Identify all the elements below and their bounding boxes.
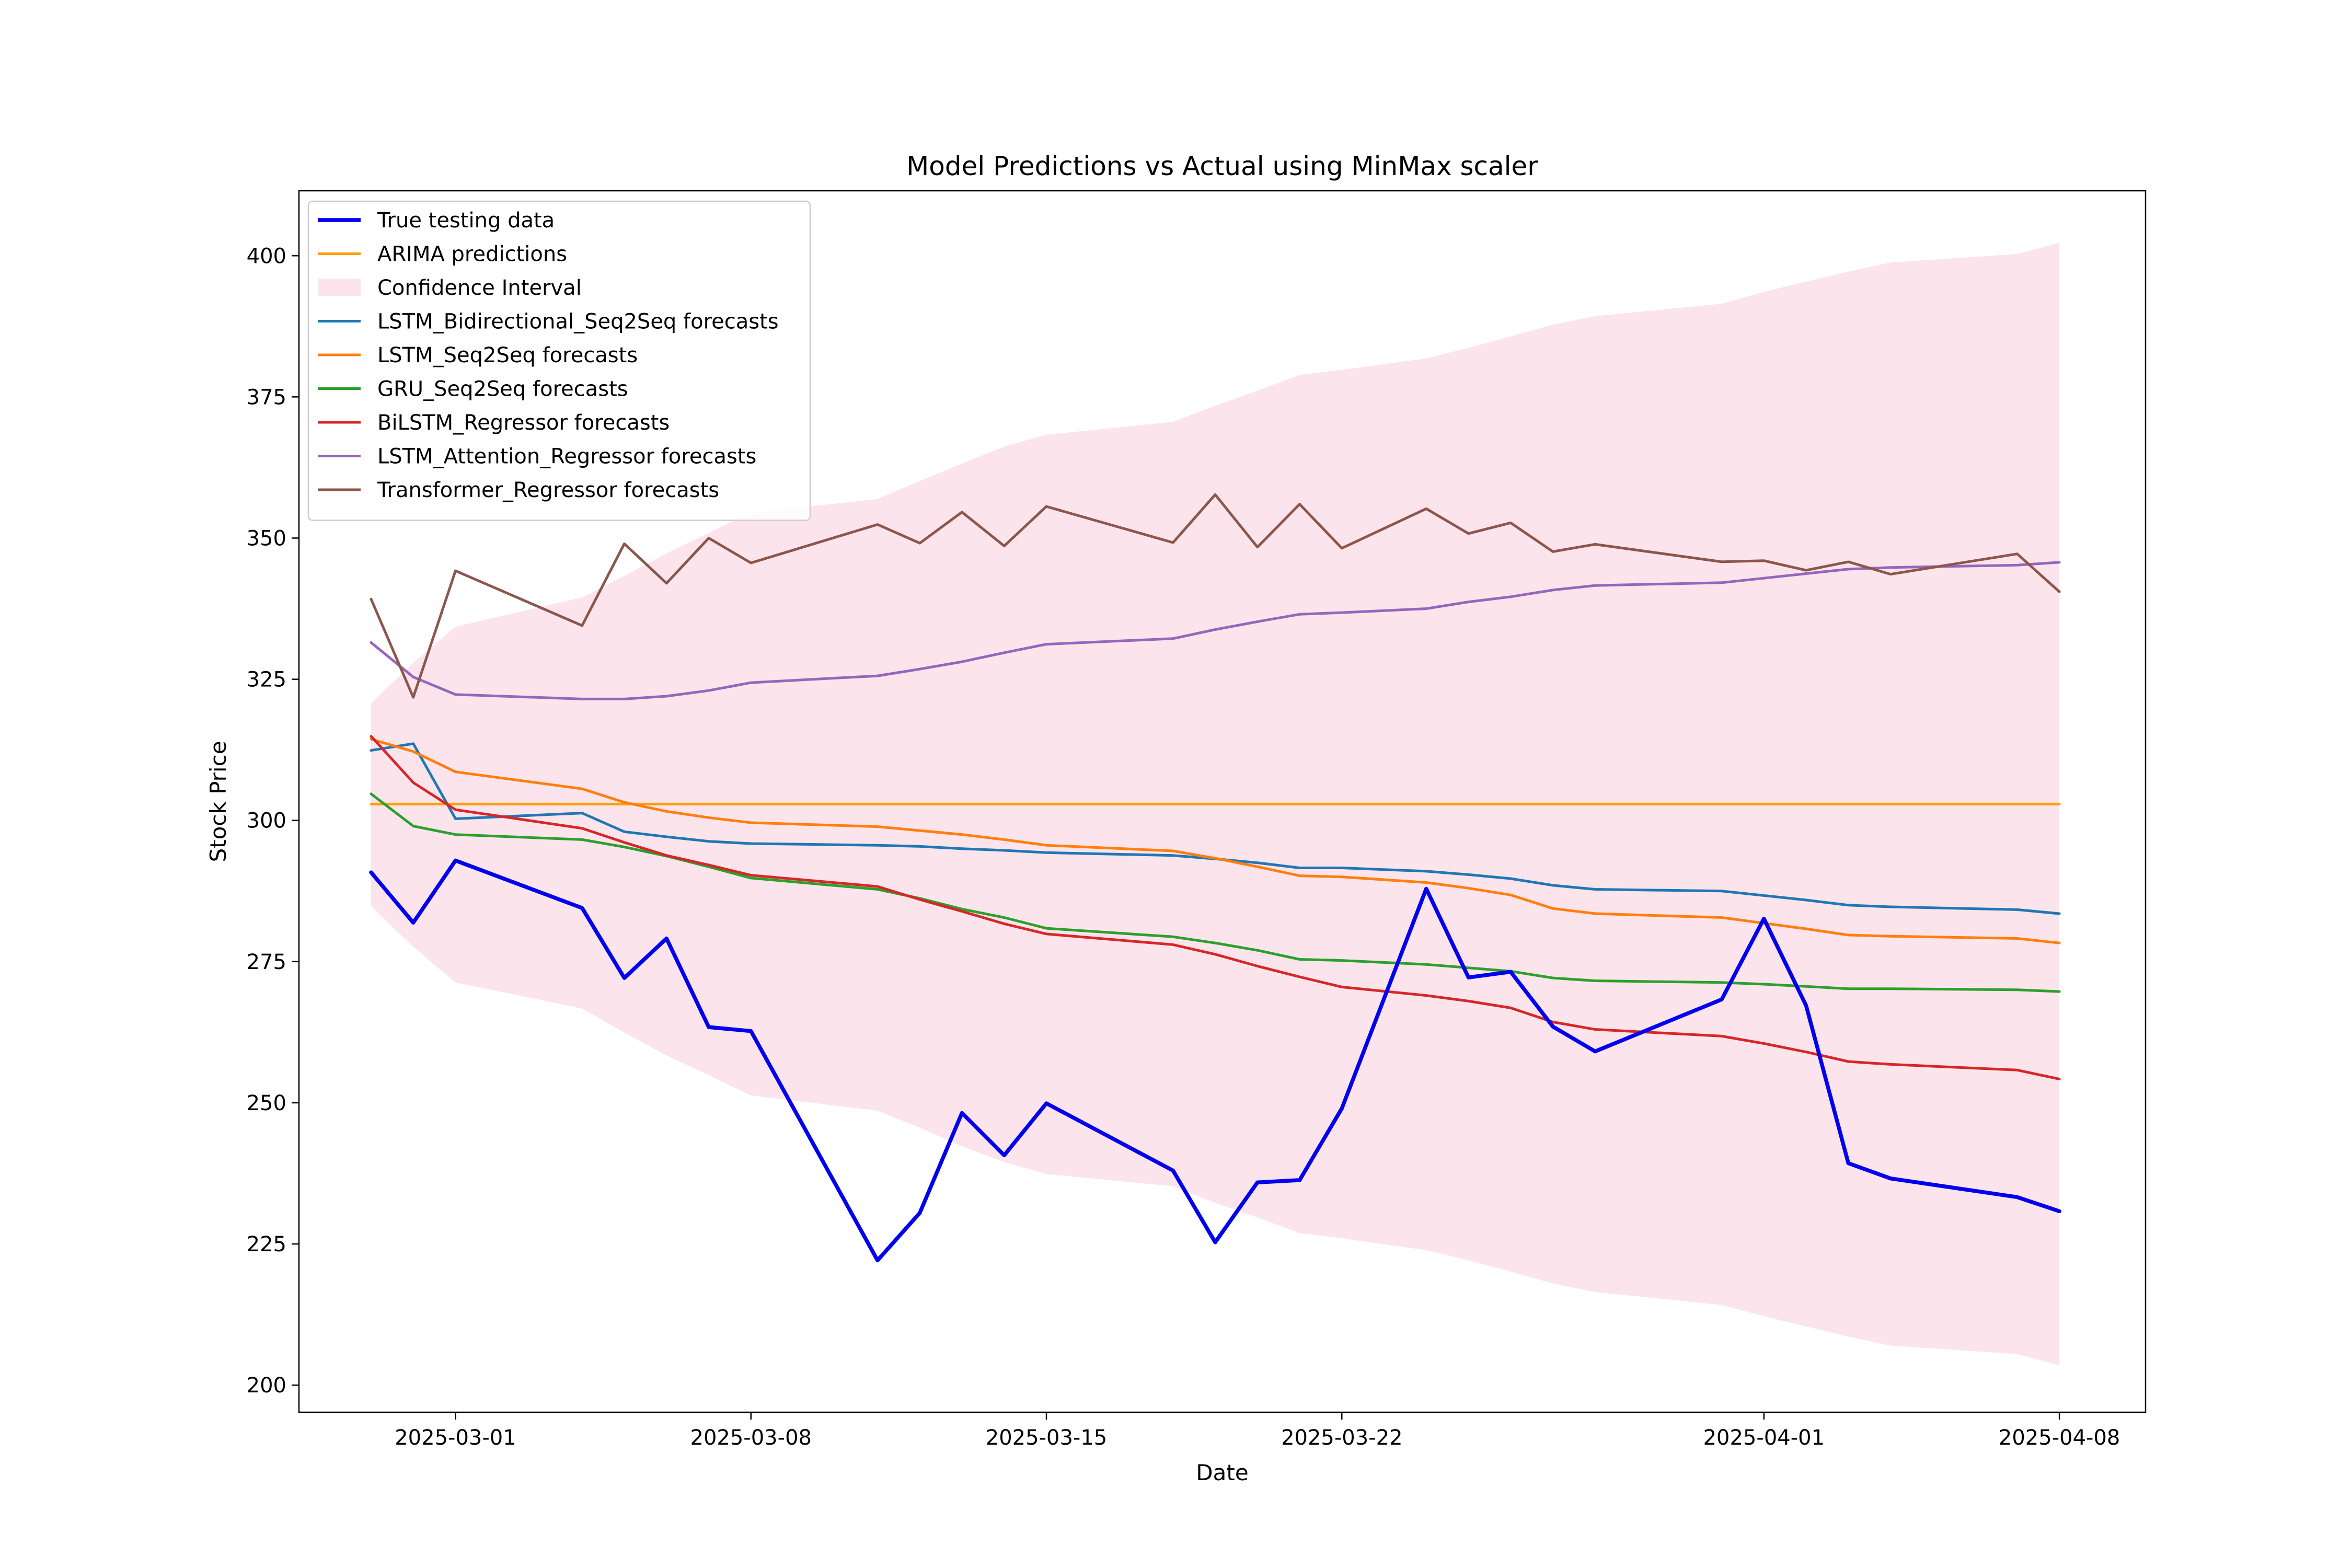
y-tick-label: 250 xyxy=(247,1091,286,1115)
series-line-lstm-bidirectional-seq2seq-forecasts xyxy=(370,742,2061,915)
series-line-true-testing-data xyxy=(369,858,2061,1263)
y-tick-label: 400 xyxy=(247,244,286,268)
x-tick-label: 2025-03-01 xyxy=(395,1426,516,1450)
series-line-lstm-attention-regressor-forecasts xyxy=(370,561,2061,700)
y-tick-label: 275 xyxy=(247,950,286,974)
x-tick-label: 2025-04-08 xyxy=(1999,1426,2120,1450)
chart-title: Model Predictions vs Actual using MinMax… xyxy=(906,151,1538,181)
plot-area-frame xyxy=(298,190,2147,1413)
y-tick-label: 200 xyxy=(247,1374,286,1398)
y-tick-label: 300 xyxy=(247,809,286,833)
y-axis-label: Stock Price xyxy=(205,741,231,862)
legend-box xyxy=(307,200,811,521)
legend-entry-label: LSTM_Seq2Seq forecasts xyxy=(377,343,638,367)
legend-entry-label: GRU_Seq2Seq forecasts xyxy=(377,377,628,401)
legend-entry-label: True testing data xyxy=(377,209,555,233)
x-tick-label: 2025-03-22 xyxy=(1281,1426,1402,1450)
series-line-transformer-regressor-forecasts xyxy=(370,493,2061,699)
series-layer xyxy=(369,493,2061,1263)
y-tick-label: 325 xyxy=(247,668,286,692)
legend: True testing data ARIMA predictions Confid… xyxy=(307,200,811,521)
x-tick-label: 2025-04-01 xyxy=(1703,1426,1825,1450)
legend-entry-label: LSTM_Bidirectional_Seq2Seq forecasts xyxy=(377,310,779,334)
x-axis-label: Date xyxy=(1196,1460,1248,1485)
series-line-bilstm-regressor-forecasts xyxy=(370,735,2061,1080)
x-axis-ticks: 2025-03-01 2025-03-08 2025-03-15 2025-03-22… xyxy=(395,1412,2120,1450)
legend-entry-label: ARIMA predictions xyxy=(377,243,567,267)
x-tick-label: 2025-03-15 xyxy=(986,1426,1107,1450)
legend-entry-label: Confidence Interval xyxy=(377,276,582,300)
legend-swatch xyxy=(318,279,361,296)
legend-entry-label: Transformer_Regressor forecasts xyxy=(377,478,719,502)
series-line-lstm-seq2seq-forecasts xyxy=(370,737,2061,944)
x-tick-label: 2025-03-08 xyxy=(690,1426,812,1450)
legend-entry-label: BiLSTM_Regressor forecasts xyxy=(377,411,670,435)
y-axis-ticks: 200 225 250 275 300 325 350 375 400 xyxy=(247,244,299,1398)
y-tick-label: 350 xyxy=(247,526,286,550)
legend-entry-label: LSTM_Attention_Regressor forecasts xyxy=(377,445,756,469)
y-tick-label: 225 xyxy=(247,1232,286,1256)
y-tick-label: 375 xyxy=(247,385,286,409)
